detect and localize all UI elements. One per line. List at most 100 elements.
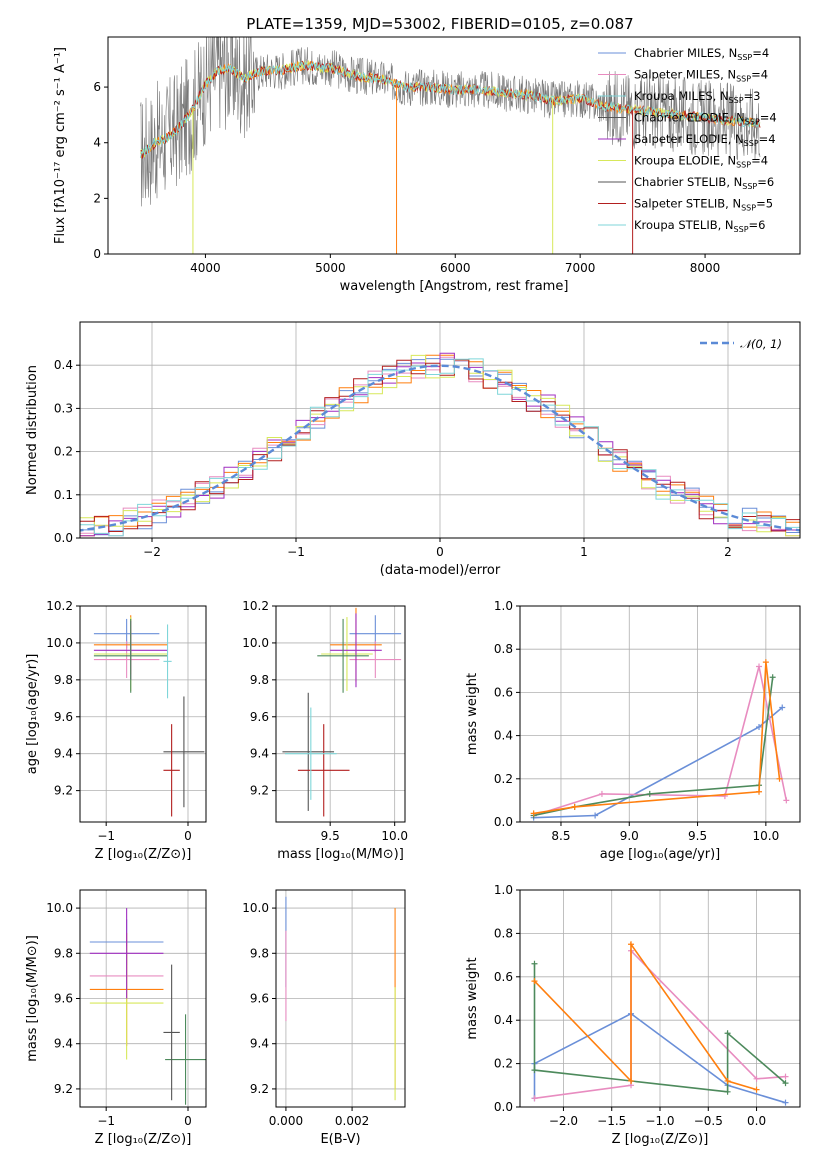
- y-tick-label: 9.2: [54, 1082, 73, 1096]
- weight-marker: [571, 803, 578, 810]
- plot-age-vs-Z: −1 0 9.2 9.4 9.6 9.8 10.0 10.2 Z [log₁₀(Z/Z⊙)] ag…: [25, 599, 207, 862]
- x-tick-label: 0.0: [747, 1114, 766, 1128]
- weight-marker: [628, 1077, 635, 1084]
- y-tick-label: 9.8: [54, 673, 73, 687]
- y-tick-label: 0.0: [54, 531, 73, 545]
- plot-area: [140, 37, 761, 254]
- y-tick-label: 1.0: [494, 599, 513, 613]
- plot-area: [531, 941, 789, 1106]
- weight-marker: [779, 704, 786, 711]
- x-tick-label: 0: [184, 1114, 192, 1128]
- y-tick-label: 10.0: [242, 901, 269, 915]
- weight-marker: [782, 1099, 789, 1106]
- y-tick-label: 9.6: [54, 992, 73, 1006]
- x-tick-label: 8000: [690, 261, 721, 275]
- y-tick-label: 9.4: [250, 747, 269, 761]
- x-tick-label: −0.5: [694, 1114, 723, 1128]
- x-tick-label: −1: [97, 1114, 115, 1128]
- x-axis-label: Z [log₁₀(Z/Z⊙)]: [95, 847, 192, 862]
- x-tick-label: 9.0: [620, 829, 639, 843]
- errorbar-point: [330, 613, 382, 688]
- y-axis-label: Normed distribution: [25, 365, 40, 495]
- y-tick-label: 0.4: [494, 729, 513, 743]
- plot-area: [89, 908, 206, 1105]
- weight-series-line: [533, 706, 783, 819]
- x-tick-label: −1: [97, 829, 115, 843]
- legend-label: Salpeter STELIB, NSSP=5: [634, 197, 773, 213]
- weight-marker: [753, 1086, 760, 1093]
- legend-label: Kroupa ELODIE, NSSP=4: [634, 154, 768, 170]
- x-tick-label: 6000: [440, 261, 471, 275]
- y-tick-label: 10.2: [242, 599, 269, 613]
- plot-mass-vs-Z: −1 0 9.2 9.4 9.6 9.8 10.0 Z [log₁₀(Z/Z⊙)] mass […: [25, 889, 207, 1147]
- weight-marker: [646, 790, 653, 797]
- weight-marker: [531, 960, 538, 967]
- plot-mass-vs-EBV: 0.000 0.002 9.2 9.4 9.6 9.8 10.0 E(B-V): [242, 889, 406, 1147]
- axes-frame: [79, 605, 207, 823]
- x-tick-label: −1.5: [597, 1114, 626, 1128]
- y-tick-label: 10.0: [46, 636, 73, 650]
- weight-marker: [628, 941, 635, 948]
- y-tick-label: 9.8: [250, 946, 269, 960]
- errorbar-point: [93, 618, 168, 693]
- weight-marker: [531, 978, 538, 985]
- y-tick-label: 9.4: [250, 1037, 269, 1051]
- plot-area: [282, 607, 402, 817]
- y-tick-label: 6: [93, 80, 101, 94]
- x-axis-label: (data-model)/error: [380, 563, 501, 578]
- weight-marker: [531, 1067, 538, 1074]
- plot-age-vs-mass: 9.5 10.0 9.2 9.4 9.6 9.8 10.0 10.2 mass [log₁₀(M…: [242, 599, 408, 862]
- y-tick-label: 0.8: [494, 926, 513, 940]
- x-tick-label: −1: [287, 545, 305, 559]
- x-axis-label: Z [log₁₀(Z/Z⊙)]: [95, 1132, 192, 1147]
- x-tick-label: 0.000: [269, 1114, 303, 1128]
- legend-label: Chabrier ELODIE, NSSP=4: [634, 111, 777, 127]
- x-axis-label: mass [log₁₀(M/M⊙)]: [277, 847, 404, 862]
- errorbar-point: [89, 908, 164, 999]
- y-tick-label: 9.6: [250, 992, 269, 1006]
- x-tick-label: 1: [580, 545, 588, 559]
- plot-area: [530, 659, 790, 821]
- errorbar-point: [163, 696, 205, 808]
- y-tick-label: 9.6: [250, 710, 269, 724]
- weight-marker: [756, 788, 763, 795]
- spectrum-model-line: [140, 60, 761, 159]
- weight-marker: [776, 775, 783, 782]
- errorbar-point: [282, 692, 335, 811]
- x-tick-label: 10.0: [752, 829, 779, 843]
- errorbar-point: [163, 724, 180, 817]
- y-tick-label: 1.0: [494, 883, 513, 897]
- x-axis-label: Z [log₁₀(Z/Z⊙)]: [612, 1132, 709, 1147]
- plot-spectrum: 4000 5000 6000 7000 8000 0 2 4 6 wavelength [Angs…: [53, 36, 801, 294]
- x-tick-label: 10.0: [381, 829, 408, 843]
- x-axis-label: wavelength [Angstrom, rest frame]: [340, 279, 569, 294]
- y-tick-label: 10.2: [46, 599, 73, 613]
- x-tick-label: 0.002: [335, 1114, 369, 1128]
- weight-series-line: [533, 941, 757, 1091]
- figure-title: PLATE=1359, MJD=53002, FIBERID=0105, z=0…: [246, 15, 633, 33]
- axes-frame: [275, 605, 406, 823]
- y-tick-label: 9.8: [54, 946, 73, 960]
- weight-marker: [782, 1080, 789, 1087]
- y-tick-label: 0.6: [494, 970, 513, 984]
- y-tick-label: 9.4: [54, 1037, 73, 1051]
- y-axis-label: Flux [fλ10⁻¹⁷ erg cm⁻² s⁻¹ A⁻¹]: [53, 47, 68, 244]
- y-tick-label: 0.2: [54, 445, 73, 459]
- x-tick-label: 2: [724, 545, 732, 559]
- y-tick-label: 0.4: [54, 358, 73, 372]
- errorbar-point: [285, 707, 337, 800]
- x-tick-label: 0: [184, 829, 192, 843]
- y-axis-label: mass [log₁₀(M/M⊙)]: [25, 935, 40, 1062]
- y-axis-label: mass weight: [465, 673, 480, 755]
- weight-marker: [598, 790, 605, 797]
- weight-marker: [769, 674, 776, 681]
- x-tick-label: 9.5: [688, 829, 707, 843]
- spectrum-legend: Chabrier MILES, NSSP=4 Salpeter MILES, NS…: [598, 46, 777, 234]
- weight-marker: [592, 812, 599, 819]
- x-tick-label: −2: [143, 545, 161, 559]
- weight-marker: [782, 1073, 789, 1080]
- errorbar-point: [163, 964, 180, 1101]
- y-tick-label: 0.6: [494, 685, 513, 699]
- weight-series-line: [533, 662, 781, 815]
- y-tick-label: 9.4: [54, 747, 73, 761]
